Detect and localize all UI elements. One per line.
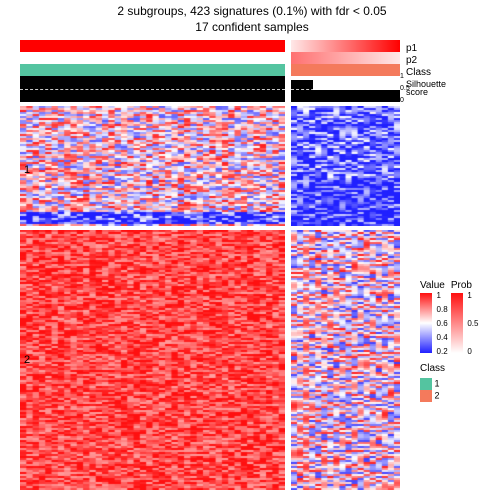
sil-tick-3: 0 [400, 97, 404, 104]
silhouette-right [291, 76, 400, 102]
legend-prob: Prob 1 0.5 0 [451, 280, 472, 353]
value-colorbar [420, 293, 432, 353]
title-line-2: 17 confident samples [0, 20, 504, 36]
plot-title: 2 subgroups, 423 signatures (0.1%) with … [0, 0, 504, 35]
silhouette-label-2: score [406, 87, 428, 97]
annot-p1-label: p1 [406, 43, 417, 54]
heat2-left [20, 230, 285, 490]
annot-p2-label: p2 [406, 55, 417, 66]
annot-p1-left [20, 40, 285, 52]
row-group-1-label: 1 [24, 164, 30, 176]
silhouette-label: Silhouette score [406, 80, 446, 96]
pt2: 0 [467, 347, 471, 356]
silhouette-row: 1 0.5 0 [20, 76, 400, 102]
annot-class-label: Class [406, 67, 431, 78]
prob-colorbar [451, 293, 463, 353]
silhouette-dash-left [20, 89, 285, 90]
annot-p1-right [291, 40, 400, 52]
sil-tick-1: 1 [400, 73, 404, 80]
legend-class-title: Class [420, 363, 445, 374]
vt0: 1 [437, 291, 441, 300]
legend-prob-title: Prob [451, 280, 472, 291]
class-label-1: 1 [435, 378, 440, 388]
vt1: 0.8 [437, 305, 448, 314]
row-group-2-label: 2 [24, 354, 30, 366]
class-item-2: 2 [420, 390, 500, 402]
vt4: 0.2 [437, 347, 448, 356]
annotation-rows: p1 p2 Class 1 0.5 [20, 40, 400, 102]
annot-p2-left [20, 52, 285, 64]
heat1-right [291, 106, 400, 226]
figure-container: 2 subgroups, 423 signatures (0.1%) with … [0, 0, 504, 504]
annot-class-left [20, 64, 285, 76]
legend-area: Value 1 0.8 0.6 0.4 0.2 Prob 1 0.5 0 [420, 280, 500, 412]
pt1: 0.5 [467, 319, 478, 328]
pt0: 1 [467, 291, 471, 300]
class-item-1: 1 [420, 378, 500, 390]
heatmap-group-1 [20, 106, 400, 226]
class-swatch-2 [420, 390, 432, 402]
annot-p1 [20, 40, 400, 52]
vt2: 0.6 [437, 319, 448, 328]
heat1-left [20, 106, 285, 226]
class-swatch-1 [420, 378, 432, 390]
legend-value-title: Value [420, 280, 445, 291]
class-label-2: 2 [435, 390, 440, 400]
annot-p2 [20, 52, 400, 64]
legend-class: Class 1 2 [420, 363, 500, 402]
title-line-1: 2 subgroups, 423 signatures (0.1%) with … [0, 4, 504, 20]
legend-value: Value 1 0.8 0.6 0.4 0.2 [420, 280, 445, 353]
legend-value-prob: Value 1 0.8 0.6 0.4 0.2 Prob 1 0.5 0 [420, 280, 500, 363]
silhouette-left [20, 76, 285, 102]
annot-class [20, 64, 400, 76]
heatmap-group-2 [20, 230, 400, 490]
annot-p2-right [291, 52, 400, 64]
vt3: 0.4 [437, 333, 448, 342]
annot-class-right [291, 64, 400, 76]
plot-area: p1 p2 Class 1 0.5 [20, 40, 400, 495]
heat2-right [291, 230, 400, 490]
